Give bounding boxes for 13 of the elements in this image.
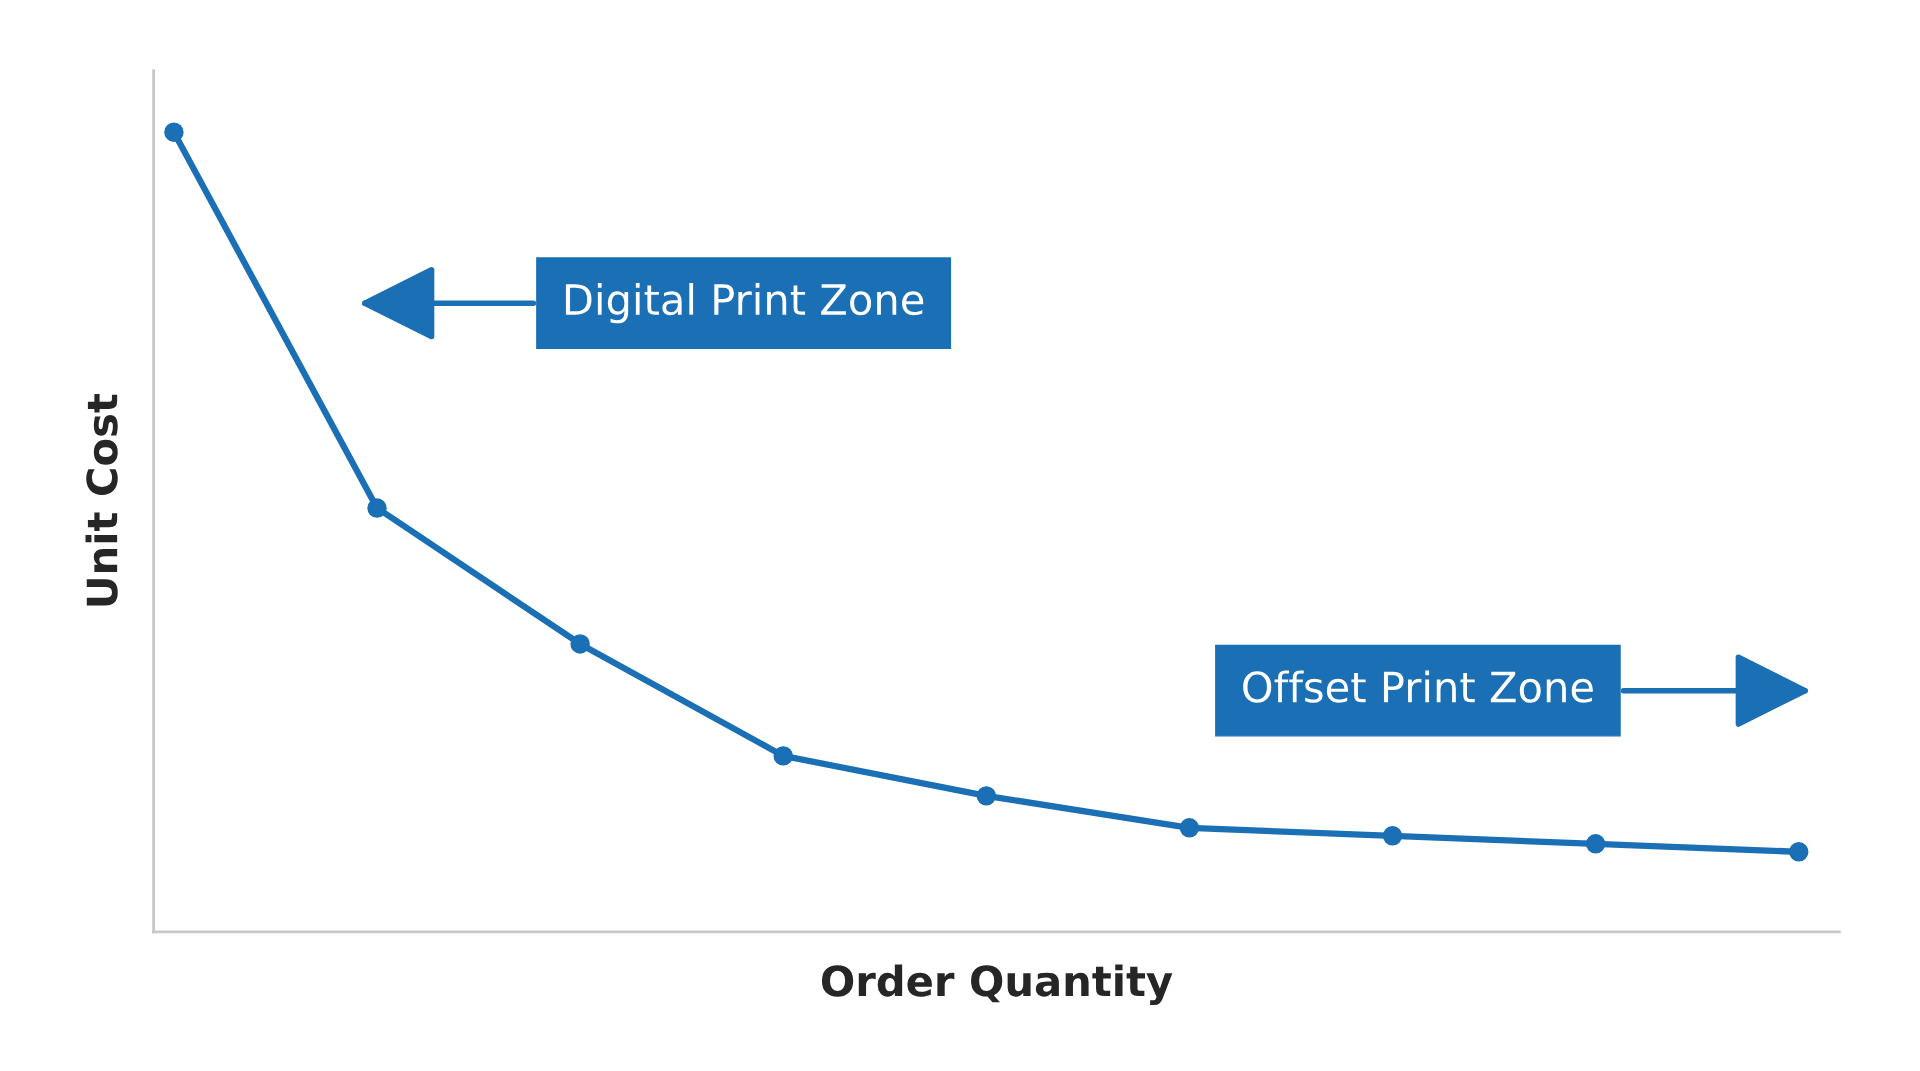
point bbox=[976, 786, 997, 806]
x-axis-title: Order Quantity bbox=[821, 964, 1173, 1006]
point bbox=[570, 634, 590, 654]
annotation: Digital Print Zone bbox=[565, 283, 924, 324]
y-axis-title: Unit Cost bbox=[85, 394, 118, 606]
point bbox=[164, 122, 184, 142]
point bbox=[1789, 842, 1809, 862]
annotation: Offset Print Zone bbox=[1243, 670, 1593, 703]
point bbox=[1585, 834, 1606, 854]
point bbox=[1179, 818, 1200, 838]
point bbox=[367, 498, 387, 518]
point bbox=[1382, 826, 1403, 846]
point bbox=[773, 746, 793, 766]
